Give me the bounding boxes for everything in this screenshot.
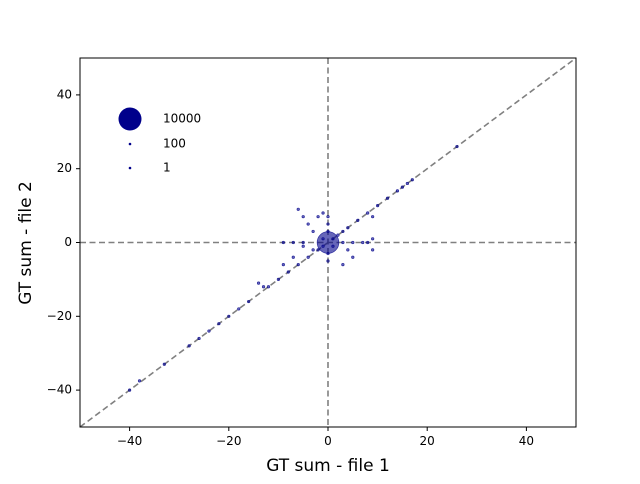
data-point xyxy=(301,240,305,245)
data-point xyxy=(410,178,414,182)
data-point xyxy=(341,229,345,234)
data-point xyxy=(256,281,261,285)
data-point xyxy=(455,144,459,149)
data-point xyxy=(346,248,350,252)
data-point xyxy=(400,185,405,189)
data-point xyxy=(291,255,295,259)
data-point xyxy=(276,277,281,282)
data-point xyxy=(331,244,335,248)
data-point xyxy=(366,240,370,245)
y-axis-ticks: −40 −20 0 20 40 xyxy=(47,87,80,397)
data-point xyxy=(301,244,305,248)
legend-marker-1 xyxy=(128,166,132,170)
data-point xyxy=(227,314,231,318)
x-axis-ticks: −40 −20 0 20 40 xyxy=(117,427,534,448)
data-point xyxy=(371,237,375,241)
data-point xyxy=(266,285,271,289)
data-point xyxy=(237,307,241,311)
data-point xyxy=(296,207,300,211)
x-tick-label: 40 xyxy=(519,434,534,448)
data-point xyxy=(311,229,315,234)
data-point xyxy=(371,248,375,252)
legend: 10000 100 1 xyxy=(118,107,201,175)
y-tick-label: 40 xyxy=(57,87,72,101)
data-point xyxy=(306,255,310,259)
x-tick-label: −20 xyxy=(216,434,241,448)
x-tick-label: 20 xyxy=(420,434,435,448)
y-axis-title: GT sum - file 2 xyxy=(16,181,36,305)
data-point xyxy=(326,259,330,263)
data-point xyxy=(326,215,330,219)
data-point xyxy=(356,218,360,222)
data-point xyxy=(296,263,300,267)
data-point xyxy=(281,240,285,245)
data-point xyxy=(301,215,305,219)
data-point xyxy=(187,344,191,348)
data-point xyxy=(371,215,375,219)
data-point xyxy=(247,299,251,304)
y-tick-label: −20 xyxy=(47,309,72,323)
data-point xyxy=(197,336,201,341)
data-points xyxy=(128,144,459,392)
data-point xyxy=(306,222,310,226)
data-point xyxy=(321,237,325,241)
data-point xyxy=(336,233,340,237)
data-point xyxy=(207,329,211,333)
legend-marker-10000 xyxy=(118,107,142,131)
data-point xyxy=(261,285,266,289)
data-point xyxy=(351,240,355,245)
y-tick-label: 20 xyxy=(57,161,72,175)
data-point xyxy=(286,270,290,274)
data-point xyxy=(316,215,320,219)
data-point xyxy=(316,231,340,254)
data-point xyxy=(395,189,400,193)
data-point xyxy=(321,244,325,248)
legend-marker-100 xyxy=(128,142,132,146)
data-point xyxy=(341,263,345,267)
data-point xyxy=(316,248,320,252)
data-point xyxy=(346,226,350,230)
data-point xyxy=(385,196,390,200)
data-point xyxy=(311,248,315,252)
x-tick-label: 0 xyxy=(324,434,332,448)
legend-label-10000: 10000 xyxy=(163,112,201,126)
data-point xyxy=(128,388,132,392)
data-point xyxy=(281,263,285,267)
data-point xyxy=(405,181,409,186)
data-point xyxy=(321,211,325,215)
data-point xyxy=(291,240,295,245)
data-point xyxy=(217,322,221,326)
data-point xyxy=(366,211,370,215)
data-point xyxy=(326,222,330,226)
data-point xyxy=(326,251,330,256)
data-point xyxy=(137,379,142,383)
data-point xyxy=(351,255,355,259)
data-point xyxy=(376,204,380,208)
y-tick-label: −40 xyxy=(47,383,72,397)
data-point xyxy=(341,240,345,245)
data-point xyxy=(162,362,166,366)
data-point xyxy=(326,229,330,234)
legend-label-100: 100 xyxy=(163,137,186,151)
data-point xyxy=(361,240,365,245)
x-axis-title: GT sum - file 1 xyxy=(266,456,390,476)
x-tick-label: −40 xyxy=(117,434,142,448)
y-tick-label: 0 xyxy=(64,235,72,249)
legend-label-1: 1 xyxy=(163,161,171,175)
data-point xyxy=(331,237,335,241)
